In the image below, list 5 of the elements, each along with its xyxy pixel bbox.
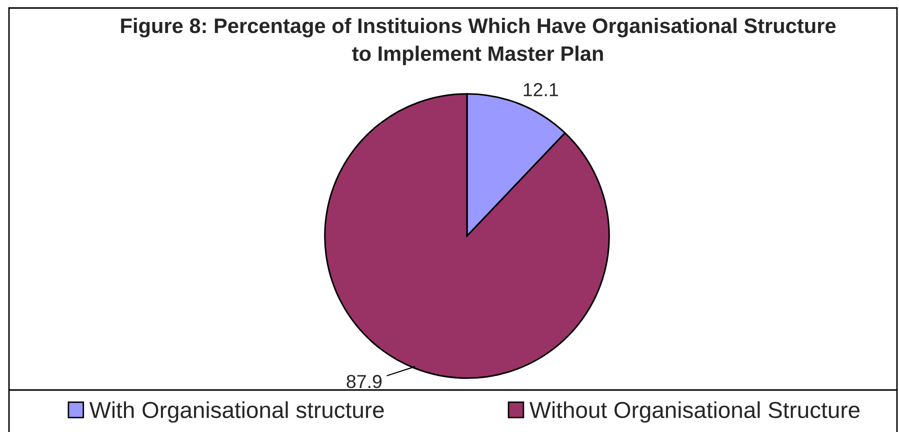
legend-label: With Organisational structure xyxy=(89,401,384,423)
chart-title: Figure 8: Percentage of Instituions Which Have Organisational Structure to Implement Master Plan xyxy=(121,18,836,66)
data-label: 87.9 xyxy=(346,374,382,388)
legend-label: Without Organisational Structure xyxy=(529,401,860,423)
data-label: 12.1 xyxy=(524,83,558,96)
